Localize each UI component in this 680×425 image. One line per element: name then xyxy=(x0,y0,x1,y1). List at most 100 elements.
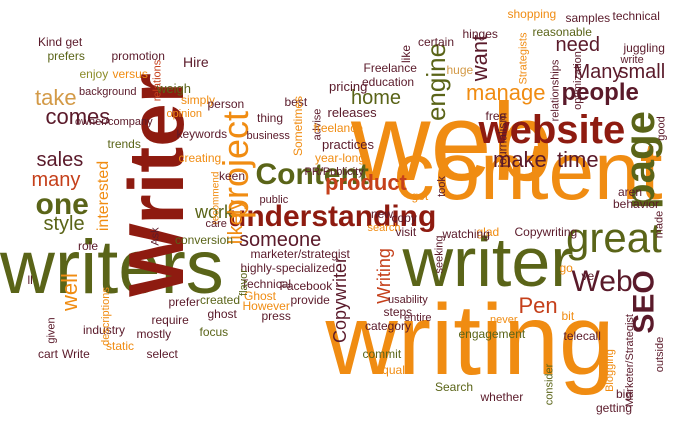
cloud-word-glad: glad xyxy=(476,225,500,239)
cloud-word-telecall: telecall xyxy=(563,329,601,343)
cloud-word-web: web xyxy=(351,81,553,204)
cloud-word-creating: creating xyxy=(178,151,222,165)
cloud-word-care: care xyxy=(205,217,227,230)
cloud-word-pricing: pricing xyxy=(329,78,368,94)
cloud-word-small: small xyxy=(618,61,666,83)
cloud-word-press: press xyxy=(261,309,291,323)
cloud-word-keywords: keywords xyxy=(176,127,228,141)
cloud-word-content: Content xyxy=(255,158,369,191)
cloud-word-pen: Pen xyxy=(518,293,558,318)
cloud-word-however: However xyxy=(242,299,290,313)
cloud-word-behavior: behavior xyxy=(613,197,660,211)
cloud-word-product: product xyxy=(325,170,407,195)
cloud-word-commit: commit xyxy=(362,347,402,361)
cloud-word-free: free xyxy=(485,109,507,123)
cloud-word-write: write xyxy=(620,53,644,66)
cloud-word-marketer-strategist: marketer/strategist xyxy=(250,247,350,261)
cloud-word-consider: consider xyxy=(543,363,556,405)
cloud-word-one: one xyxy=(35,188,89,221)
cloud-word-ll: ll xyxy=(27,273,33,287)
cloud-word-get: get xyxy=(65,35,83,49)
cloud-word-style: style xyxy=(43,213,85,235)
cloud-word-outside: outside xyxy=(653,336,666,372)
cloud-word-home: home xyxy=(351,87,402,109)
cloud-word-engagement: engagement xyxy=(458,327,526,341)
cloud-word-pr-publicity: PR/Publicity xyxy=(304,165,364,178)
cloud-word-freelance: Freelance xyxy=(363,61,417,75)
cloud-word-descriptions: descriptions xyxy=(99,286,112,346)
cloud-word-thing: thing xyxy=(257,111,284,125)
cloud-word-big: big xyxy=(616,387,633,401)
cloud-word-prefers: prefers xyxy=(47,49,85,63)
cloud-word-kind: Kind xyxy=(38,35,63,49)
cloud-word-highly-specialized: highly-specialized xyxy=(240,261,336,275)
cloud-word-promotion: promotion xyxy=(111,49,165,63)
cloud-word-many: many xyxy=(31,169,81,191)
cloud-word-web: Web xyxy=(571,265,633,298)
cloud-word-engine: engine xyxy=(421,42,452,122)
cloud-word-given: given xyxy=(45,316,58,344)
cloud-word-optimization: optimization xyxy=(571,50,584,110)
cloud-word-ask: Ask xyxy=(149,226,162,246)
cloud-word-getting: getting xyxy=(596,401,633,415)
cloud-word-hire: Hire xyxy=(183,54,209,70)
cloud-word-journalism: journalism xyxy=(494,112,509,168)
cloud-word-year-long: year-long xyxy=(315,151,366,165)
cloud-word-industry: industry xyxy=(83,323,126,337)
cloud-word-conversion: conversion xyxy=(175,233,234,247)
cloud-word-need: need xyxy=(555,34,601,56)
cloud-word-category: category xyxy=(365,319,412,333)
cloud-word-good: good xyxy=(655,115,668,141)
cloud-word-sales: sales xyxy=(36,149,84,171)
cloud-word-go: go xyxy=(559,261,573,275)
cloud-word-manage: manage xyxy=(466,80,546,105)
cloud-word-facebook: Facebook xyxy=(279,279,333,293)
cloud-word-best: best xyxy=(284,95,308,109)
cloud-word-static: static xyxy=(106,339,135,353)
cloud-word-keen: keen xyxy=(219,169,246,183)
cloud-word-got: got xyxy=(411,189,429,203)
cloud-word-enjoy: enjoy xyxy=(79,67,109,81)
cloud-word-samples: samples xyxy=(565,11,611,25)
cloud-word-hinges: hinges xyxy=(462,27,498,41)
cloud-word-whether: whether xyxy=(480,390,524,404)
cloud-word-understanding: understanding xyxy=(228,200,437,233)
cloud-word-new: new xyxy=(371,207,394,221)
cloud-word-releases: releases xyxy=(327,104,377,120)
cloud-word-ve: ve xyxy=(581,269,595,283)
cloud-word-require: require xyxy=(151,313,189,327)
cloud-word-background: background xyxy=(79,85,137,98)
cloud-word-website: website xyxy=(478,108,626,152)
cloud-word-role: role xyxy=(78,239,99,253)
cloud-word-ghost: Ghost xyxy=(244,289,277,303)
cloud-word-like: like xyxy=(399,44,414,64)
cloud-word-flavor: flavor xyxy=(237,268,250,296)
cloud-word-writer: writer xyxy=(402,223,574,301)
cloud-word-opinion: opinion xyxy=(166,107,202,120)
cloud-word-never: never xyxy=(490,313,518,326)
cloud-word-owner-company: owner/company xyxy=(75,115,153,128)
cloud-word-write: Write xyxy=(62,347,90,361)
cloud-word-equal: equal xyxy=(375,363,405,377)
cloud-word-strategists: Strategists xyxy=(517,32,530,84)
cloud-word-juggling: juggling xyxy=(623,41,665,55)
cloud-word-bit: bit xyxy=(561,309,575,323)
cloud-word-writers: writers xyxy=(0,225,224,310)
cloud-word-trends: trends xyxy=(107,137,141,151)
cloud-word-copywriting: Copywriting xyxy=(514,225,578,239)
cloud-word-many: Many xyxy=(573,61,623,83)
cloud-word-make: make xyxy=(493,147,547,172)
cloud-word-business: business xyxy=(246,129,290,142)
cloud-word-steps: steps xyxy=(383,305,413,319)
cloud-word-relationships: relationships xyxy=(549,59,562,121)
cloud-word-select: select xyxy=(146,347,178,361)
cloud-word-usability: usability xyxy=(388,293,428,306)
cloud-word-great: great xyxy=(566,214,662,261)
cloud-word-take: take xyxy=(35,85,77,110)
cloud-word-interested: interested xyxy=(95,160,113,232)
cloud-word-education: education xyxy=(362,75,415,89)
cloud-word-technical: technical xyxy=(612,9,660,23)
cloud-word-people: people xyxy=(561,79,639,106)
cloud-word-practices: practices xyxy=(322,136,375,152)
cloud-word-search: Search xyxy=(435,380,474,394)
